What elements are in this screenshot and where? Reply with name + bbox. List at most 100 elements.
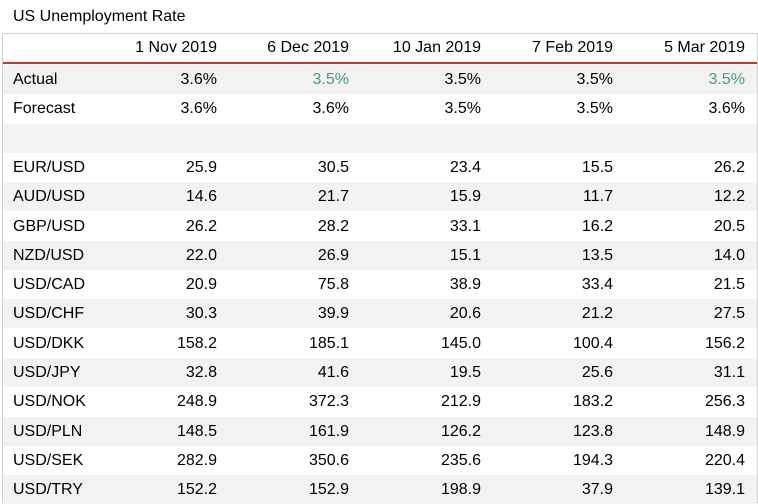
table-cell — [625, 124, 745, 153]
table-cell: 15.9 — [449, 188, 481, 206]
table-cell: 126.2 — [440, 422, 481, 440]
table-cell: 23.4 — [449, 158, 481, 176]
table-cell: 13.5 — [581, 246, 613, 264]
table-row: USD/CAD 20.9 75.8 38.9 33.4 21.5 — [3, 270, 757, 299]
table-cell: 194.3 — [572, 451, 613, 469]
table-cell: 235.6 — [440, 451, 481, 469]
row-label: USD/PLN — [13, 422, 83, 440]
column-header: 6 Dec 2019 — [267, 39, 349, 56]
table-cell: 28.2 — [317, 217, 349, 235]
table-cell: 350.6 — [308, 451, 349, 469]
table-cell: 21.7 — [317, 188, 349, 206]
table-row: EUR/USD 25.9 30.5 23.4 15.5 26.2 — [3, 153, 757, 182]
table-row: Actual 3.6% 3.5% 3.5% 3.5% 3.5% — [3, 65, 757, 94]
table-cell — [97, 124, 217, 153]
table-cell: 15.5 — [581, 158, 613, 176]
table-cell: 3.6% — [180, 71, 217, 88]
table-cell: 33.1 — [449, 217, 481, 235]
table-cell: 3.5% — [708, 71, 745, 88]
table-cell: 3.6% — [180, 100, 217, 118]
table-cell: 198.9 — [440, 481, 481, 499]
table-cell: 15.1 — [449, 246, 481, 264]
table-cell: 41.6 — [317, 364, 349, 381]
table-cell: 148.9 — [704, 422, 745, 440]
table-row: USD/TRY 152.2 152.9 198.9 37.9 139.1 — [3, 475, 757, 504]
table-cell: 39.9 — [317, 305, 349, 323]
table-cell: 3.5% — [444, 71, 481, 88]
table-cell: 256.3 — [704, 393, 745, 411]
spacer-row — [3, 123, 757, 153]
header-rule — [3, 62, 757, 64]
column-header: 1 Nov 2019 — [135, 39, 217, 56]
table-cell: 25.9 — [185, 158, 217, 176]
table-cell: 16.2 — [581, 217, 613, 235]
table-row: USD/PLN 148.5 161.9 126.2 123.8 148.9 — [3, 416, 757, 446]
table-cell: 152.9 — [308, 481, 349, 499]
data-table: 1 Nov 2019 6 Dec 2019 10 Jan 2019 7 Feb 201… — [2, 33, 758, 504]
row-label: USD/CAD — [13, 276, 86, 294]
table-row: USD/JPY 32.8 41.6 19.5 25.6 31.1 — [3, 358, 757, 387]
table-row: USD/CHF 30.3 39.9 20.6 21.2 27.5 — [3, 299, 757, 329]
table-cell: 30.3 — [185, 305, 217, 323]
table-cell: 32.8 — [185, 364, 217, 381]
table-cell: 75.8 — [317, 276, 349, 294]
table-cell: 123.8 — [572, 422, 613, 440]
table-cell — [229, 124, 349, 153]
table-title: US Unemployment Rate — [13, 8, 186, 25]
table-cell: 31.1 — [713, 364, 745, 381]
table-cell: 145.0 — [440, 334, 481, 352]
column-header: 10 Jan 2019 — [392, 39, 481, 56]
table-cell: 12.2 — [713, 188, 745, 206]
header-row: 1 Nov 2019 6 Dec 2019 10 Jan 2019 7 Feb 201… — [3, 34, 757, 62]
table-cell: 139.1 — [704, 481, 745, 499]
table-cell: 152.2 — [176, 481, 217, 499]
table-row: USD/NOK 248.9 372.3 212.9 183.2 256.3 — [3, 387, 757, 416]
table-cell: 20.6 — [449, 305, 481, 323]
table-cell: 3.5% — [576, 100, 613, 118]
table-row: Forecast 3.6% 3.6% 3.5% 3.5% 3.6% — [3, 94, 757, 123]
table-cell: 26.9 — [317, 246, 349, 264]
table-cell: 161.9 — [308, 422, 349, 440]
table-cell: 372.3 — [308, 393, 349, 411]
table-cell — [493, 124, 613, 153]
row-label: USD/NOK — [13, 393, 86, 411]
table-cell: 3.5% — [576, 71, 613, 88]
table-cell: 185.1 — [308, 334, 349, 352]
table-cell: 3.5% — [312, 71, 349, 88]
table-cell: 14.0 — [713, 246, 745, 264]
table-cell: 156.2 — [704, 334, 745, 352]
table-cell: 25.6 — [581, 364, 613, 381]
table-row: AUD/USD 14.6 21.7 15.9 11.7 12.2 — [3, 182, 757, 212]
column-header: 7 Feb 2019 — [532, 39, 613, 56]
table-row: NZD/USD 22.0 26.9 15.1 13.5 14.0 — [3, 240, 757, 270]
row-label: AUD/USD — [13, 188, 86, 206]
column-header: 5 Mar 2019 — [664, 39, 745, 56]
row-label: Actual — [13, 71, 58, 88]
row-label: GBP/USD — [13, 217, 86, 235]
table-cell: 21.5 — [713, 276, 745, 294]
table-cell: 11.7 — [583, 188, 613, 206]
table-cell: 38.9 — [449, 276, 481, 294]
row-label: Forecast — [13, 100, 76, 118]
table-cell: 22.0 — [185, 246, 217, 264]
table-cell: 212.9 — [440, 393, 481, 411]
row-label: USD/SEK — [13, 451, 84, 469]
table-cell: 3.5% — [444, 100, 481, 118]
table-cell: 21.2 — [581, 305, 613, 323]
row-label: NZD/USD — [13, 246, 85, 264]
table-cell: 220.4 — [704, 451, 745, 469]
table-cell: 148.5 — [176, 422, 217, 440]
row-label: USD/CHF — [13, 305, 85, 323]
table-cell: 14.6 — [185, 188, 217, 206]
table-cell: 26.2 — [713, 158, 745, 176]
row-label: USD/DKK — [13, 334, 85, 352]
table-cell: 158.2 — [176, 334, 217, 352]
table-cell: 20.5 — [713, 217, 745, 235]
table-cell: 30.5 — [317, 158, 349, 176]
row-label: USD/JPY — [13, 364, 81, 381]
table-cell: 3.6% — [312, 100, 349, 118]
table-cell: 282.9 — [176, 451, 217, 469]
table-cell: 19.5 — [449, 364, 481, 381]
table-cell: 183.2 — [572, 393, 613, 411]
